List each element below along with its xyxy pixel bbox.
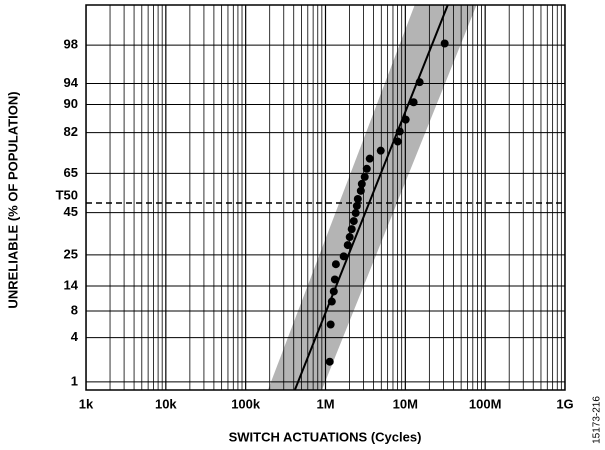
data-point: [327, 297, 336, 306]
x-tick-label: 1M: [316, 396, 334, 411]
x-tick-label: 100M: [469, 396, 502, 411]
y-tick-label: 1: [71, 373, 78, 388]
y-tick-label: 25: [64, 246, 78, 261]
data-point: [440, 39, 449, 48]
data-point: [351, 209, 360, 218]
x-tick-label: 1G: [556, 396, 573, 411]
data-point: [326, 320, 335, 329]
data-point: [376, 146, 385, 155]
data-point: [360, 172, 369, 181]
y-tick-label: 94: [64, 75, 79, 90]
x-tick-label: 10M: [393, 396, 418, 411]
y-tick-label: 4: [71, 329, 79, 344]
x-tick-label: 10k: [155, 396, 177, 411]
data-point: [345, 233, 354, 242]
data-point: [356, 186, 365, 195]
x-tick-label: 100k: [231, 396, 261, 411]
data-point: [347, 225, 356, 234]
figure-id: 15173-216: [592, 396, 603, 444]
data-point: [393, 137, 402, 146]
data-point: [357, 179, 366, 188]
y-tick-label: 65: [64, 165, 78, 180]
overlay: [85, 4, 566, 391]
x-axis-title: SWITCH ACTUATIONS (Cycles): [229, 429, 422, 444]
y-tick-label: 98: [64, 37, 78, 52]
y-tick-label: 8: [71, 302, 78, 317]
y-tick-label: 14: [64, 277, 79, 292]
data-point: [325, 357, 334, 366]
y-tick-label: 90: [64, 96, 78, 111]
data-point: [329, 287, 338, 296]
y-tick-label: 82: [64, 124, 78, 139]
data-point: [330, 275, 339, 284]
data-point: [362, 164, 371, 173]
data-point: [401, 115, 410, 124]
data-point: [409, 98, 418, 107]
y-tick-label: 45: [64, 204, 78, 219]
data-point: [395, 127, 404, 136]
fit-line: [293, 5, 449, 390]
data-point: [339, 252, 348, 261]
data-point: [343, 241, 352, 250]
data-point: [352, 201, 361, 210]
plot-frame: [85, 4, 566, 391]
data-point: [349, 217, 358, 226]
data-point: [353, 194, 362, 203]
x-tick-label: 1k: [79, 396, 94, 411]
plot-area: [86, 5, 565, 390]
data-point: [365, 154, 374, 163]
data-point: [415, 78, 424, 87]
reference-label: T50: [56, 187, 78, 202]
y-axis-title: UNRELIABLE (% OF POPULATION): [5, 91, 20, 308]
data-point: [331, 260, 340, 269]
